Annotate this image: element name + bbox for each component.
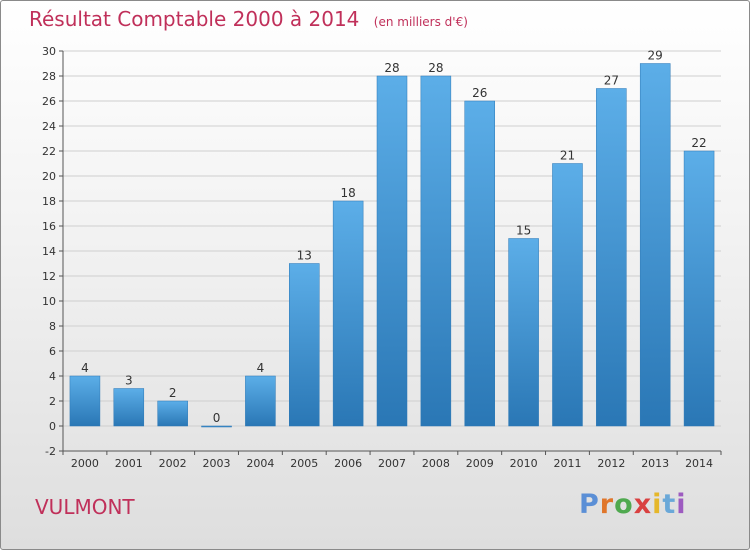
bar-2013 <box>639 63 671 427</box>
proxiti-logo: Proxiti <box>579 489 687 520</box>
x-tick-label: 2006 <box>334 457 362 470</box>
y-tick-label: -2 <box>45 445 56 458</box>
bar-2014 <box>683 150 715 427</box>
x-tick-label: 2001 <box>115 457 143 470</box>
bar-2009 <box>464 100 495 427</box>
bar-value-label: 27 <box>604 74 619 88</box>
y-tick-label: 28 <box>42 70 56 83</box>
bar-value-label: 28 <box>428 61 443 75</box>
bar-2007 <box>376 75 408 427</box>
bar-value-label: 28 <box>384 61 399 75</box>
bar-value-label: 29 <box>648 49 663 63</box>
bar-value-label: 21 <box>560 149 575 163</box>
commune-name: VULMONT <box>35 495 135 519</box>
bar-value-label: 13 <box>297 249 312 263</box>
x-tick-label: 2014 <box>685 457 713 470</box>
logo-letter: r <box>599 489 615 520</box>
bar-2006 <box>332 200 364 427</box>
bar-2004 <box>245 375 276 427</box>
y-tick-label: 22 <box>42 145 56 158</box>
x-tick-label: 2003 <box>203 457 231 470</box>
x-tick-label: 2011 <box>553 457 581 470</box>
logo-letter: i <box>652 489 663 520</box>
y-tick-label: 18 <box>42 195 56 208</box>
logo-letter: P <box>579 489 600 520</box>
bar-value-label: 22 <box>691 136 706 150</box>
x-tick-label: 2008 <box>422 457 450 470</box>
chart-subtitle: (en milliers d'€) <box>373 15 468 29</box>
bar-value-label: 2 <box>169 386 177 400</box>
x-tick-label: 2007 <box>378 457 406 470</box>
bar-2003 <box>201 425 232 428</box>
y-tick-label: 26 <box>42 95 56 108</box>
y-tick-label: 20 <box>42 170 56 183</box>
bar-value-label: 15 <box>516 224 531 238</box>
x-tick-label: 2002 <box>159 457 187 470</box>
bar-2005 <box>289 263 320 427</box>
bar-value-label: 4 <box>81 361 89 375</box>
x-tick-label: 2010 <box>510 457 538 470</box>
bar-2008 <box>420 75 452 427</box>
y-tick-label: 2 <box>49 395 56 408</box>
x-tick-label: 2004 <box>246 457 274 470</box>
bar-value-label: 0 <box>213 411 221 425</box>
logo-letter: i <box>676 489 687 520</box>
x-tick-label: 2009 <box>466 457 494 470</box>
y-tick-label: 24 <box>42 120 56 133</box>
y-tick-label: 0 <box>49 420 56 433</box>
bar-2012 <box>596 88 627 427</box>
bar-value-label: 18 <box>340 186 355 200</box>
y-tick-label: 10 <box>42 295 56 308</box>
x-tick-label: 2012 <box>597 457 625 470</box>
logo-letter: x <box>633 489 653 520</box>
x-tick-label: 2000 <box>71 457 99 470</box>
bar-value-label: 26 <box>472 86 487 100</box>
x-tick-label: 2005 <box>290 457 318 470</box>
logo-letter: o <box>614 489 634 520</box>
y-tick-label: 4 <box>49 370 56 383</box>
bar-2002 <box>157 400 188 427</box>
y-tick-label: 16 <box>42 220 56 233</box>
bar-2001 <box>113 388 145 427</box>
bar-2000 <box>69 375 101 427</box>
bar-2011 <box>552 163 583 427</box>
y-tick-label: 14 <box>42 245 56 258</box>
x-tick-label: 2013 <box>641 457 669 470</box>
bar-value-label: 3 <box>125 374 133 388</box>
chart-title-text: Résultat Comptable 2000 à 2014 <box>29 7 360 31</box>
y-tick-label: 12 <box>42 270 56 283</box>
logo-letter: t <box>662 489 677 520</box>
bar-2010 <box>508 238 539 427</box>
bar-value-label: 4 <box>257 361 265 375</box>
y-tick-label: 30 <box>42 45 56 58</box>
y-tick-label: 8 <box>49 320 56 333</box>
y-tick-label: 6 <box>49 345 56 358</box>
chart-title: Résultat Comptable 2000 à 2014 (en milli… <box>29 7 468 31</box>
